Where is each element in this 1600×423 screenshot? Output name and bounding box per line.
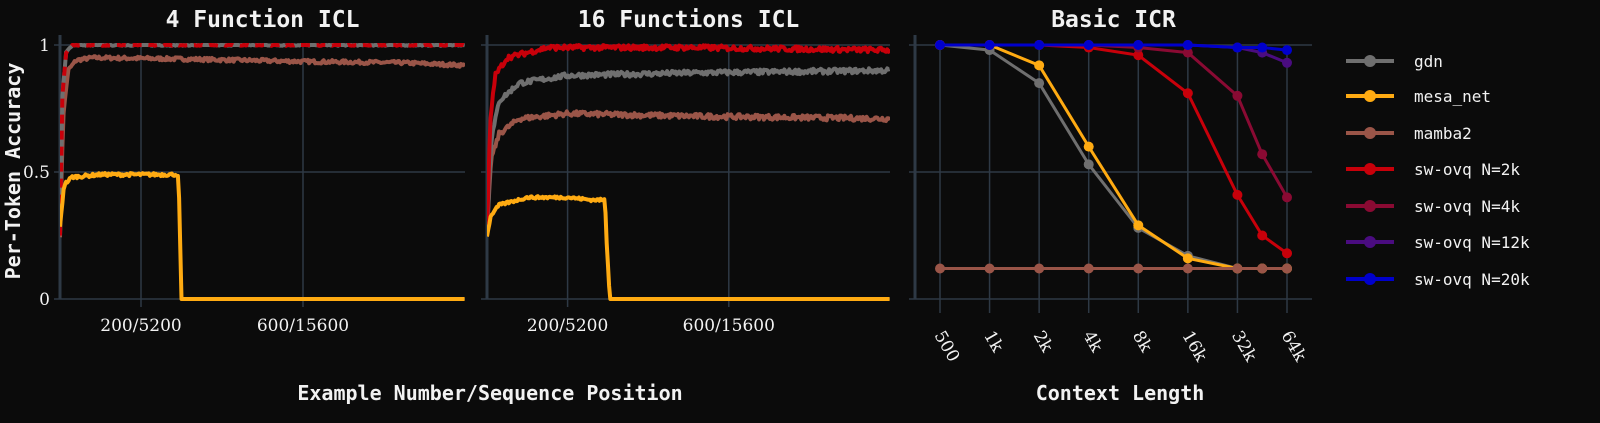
data-point-mamba2 [1034, 263, 1045, 274]
legend-swatch-marker [1364, 200, 1376, 212]
series-line-mesa-net [60, 171, 465, 301]
data-point-sw-ovq-n-2k [1282, 248, 1292, 259]
legend-item: mamba2 [1346, 124, 1472, 143]
series-line-mesa-net [940, 43, 1287, 270]
x-tick-label: 16k [1178, 328, 1212, 366]
legend-item: sw-ovq N=12k [1346, 233, 1530, 252]
series-line-sw-ovq-n-2k [940, 43, 1288, 255]
chart-panel-1: 4 Function ICL 0 0.5 1 200/5200 600/15600 [23, 7, 465, 336]
series-line-gdn [487, 66, 890, 235]
data-point-sw-ovq-n-20k [984, 40, 995, 50]
x-axis-label-right: Context Length [1036, 381, 1205, 405]
data-point-sw-ovq-n-20k [1282, 45, 1292, 56]
data-point-mesa-net [1083, 141, 1094, 152]
series-line-mesa-net [487, 194, 890, 301]
x-tick-label: 8k [1128, 328, 1156, 357]
legend-item: gdn [1346, 52, 1443, 71]
x-tick-label: 200/5200 [527, 316, 608, 336]
data-point-mamba2 [1257, 263, 1268, 274]
y-tick-label: 0 [39, 290, 50, 310]
legend-label: sw-ovq N=12k [1414, 233, 1530, 252]
x-tick-label: 2k [1029, 328, 1057, 357]
legend-swatch-marker [1364, 90, 1376, 102]
data-point-mamba2 [1182, 263, 1193, 274]
legend-swatch-marker [1364, 55, 1376, 67]
legend-label: mamba2 [1414, 124, 1472, 143]
data-point-sw-ovq-n-4k [1257, 149, 1268, 160]
data-point-sw-ovq-n-20k [1232, 42, 1243, 53]
data-point-sw-ovq-n-2k [1257, 230, 1268, 241]
data-point-sw-ovq-n-2k [1182, 88, 1193, 99]
chart-title: 4 Function ICL [166, 7, 360, 33]
legend-swatch-marker [1364, 236, 1376, 248]
data-point-mamba2 [1083, 263, 1094, 274]
series-line-sw-ovq-n-2k [60, 43, 465, 236]
data-point-mesa-net [1034, 60, 1045, 71]
x-tick-label: 200/5200 [100, 316, 181, 336]
series-line-gdn [939, 43, 1287, 270]
data-point-sw-ovq-n-12k [1282, 57, 1292, 68]
chart-title: Basic ICR [1051, 7, 1176, 33]
data-point-sw-ovq-n-20k [1034, 40, 1045, 50]
x-tick-label: 1k [979, 328, 1007, 357]
legend-item: sw-ovq N=4k [1346, 197, 1520, 216]
legend-swatch-marker [1364, 163, 1376, 175]
data-point-mamba2 [984, 263, 995, 274]
data-point-sw-ovq-n-20k [1083, 40, 1094, 50]
x-tick-label: 32k [1227, 328, 1261, 366]
series-line-sw-ovq-n-2k [487, 43, 890, 236]
data-point-sw-ovq-n-4k [1282, 192, 1292, 203]
data-point-gdn [1083, 159, 1094, 170]
y-axis-label: Per-Token Accuracy [1, 63, 25, 280]
data-point-sw-ovq-n-2k [1133, 50, 1144, 61]
series-line-sw-ovq-n-4k [940, 43, 1289, 199]
data-point-sw-ovq-n-20k [935, 40, 945, 50]
x-tick-label: 64k [1277, 328, 1311, 366]
legend-label: mesa_net [1414, 87, 1491, 106]
data-point-mamba2 [1133, 263, 1144, 274]
data-point-sw-ovq-n-4k [1182, 47, 1193, 58]
legend-label: sw-ovq N=20k [1414, 270, 1530, 289]
legend: gdn mesa_net mamba2 sw-ovq N=2k sw-ovq N=4k s… [1346, 52, 1530, 289]
y-tick-label: 0.5 [23, 163, 50, 183]
data-point-mamba2 [1232, 263, 1243, 274]
data-point-sw-ovq-n-20k [1182, 40, 1193, 50]
legend-item: sw-ovq N=20k [1346, 270, 1530, 289]
series-line-gdn [60, 43, 465, 236]
legend-label: gdn [1414, 52, 1443, 71]
legend-swatch-marker [1364, 127, 1376, 139]
series-line-mamba2 [487, 109, 890, 234]
x-tick-label: 4k [1078, 328, 1106, 357]
legend-item: sw-ovq N=2k [1346, 160, 1520, 179]
chart-panel-2: 16 Functions ICL 200/5200 600/15600 [481, 7, 890, 336]
data-point-mamba2 [1282, 263, 1292, 274]
legend-item: mesa_net [1346, 87, 1491, 106]
data-point-mamba2 [935, 263, 945, 274]
chart-title: 16 Functions ICL [578, 7, 800, 33]
data-point-mesa-net [1133, 220, 1144, 231]
legend-label: sw-ovq N=4k [1414, 197, 1520, 216]
data-point-gdn [1034, 78, 1045, 89]
chart-panel-3: Basic ICR 500 1k 2k 4k 8k 16k 32k 64k [909, 7, 1312, 366]
x-tick-label: 600/15600 [257, 316, 349, 336]
data-point-sw-ovq-n-20k [1133, 40, 1144, 50]
x-axis-label-left: Example Number/Sequence Position [297, 381, 682, 405]
x-tick-label: 600/15600 [683, 316, 775, 336]
data-point-sw-ovq-n-4k [1232, 90, 1243, 101]
data-point-sw-ovq-n-2k [1232, 189, 1243, 200]
y-tick-label: 1 [39, 36, 50, 56]
series-line-mamba2 [60, 54, 465, 238]
legend-swatch-marker [1364, 273, 1376, 285]
data-point-sw-ovq-n-20k [1257, 42, 1268, 53]
x-tick-label: 500 [930, 328, 964, 366]
data-point-mesa-net [1182, 253, 1193, 264]
legend-label: sw-ovq N=2k [1414, 160, 1520, 179]
